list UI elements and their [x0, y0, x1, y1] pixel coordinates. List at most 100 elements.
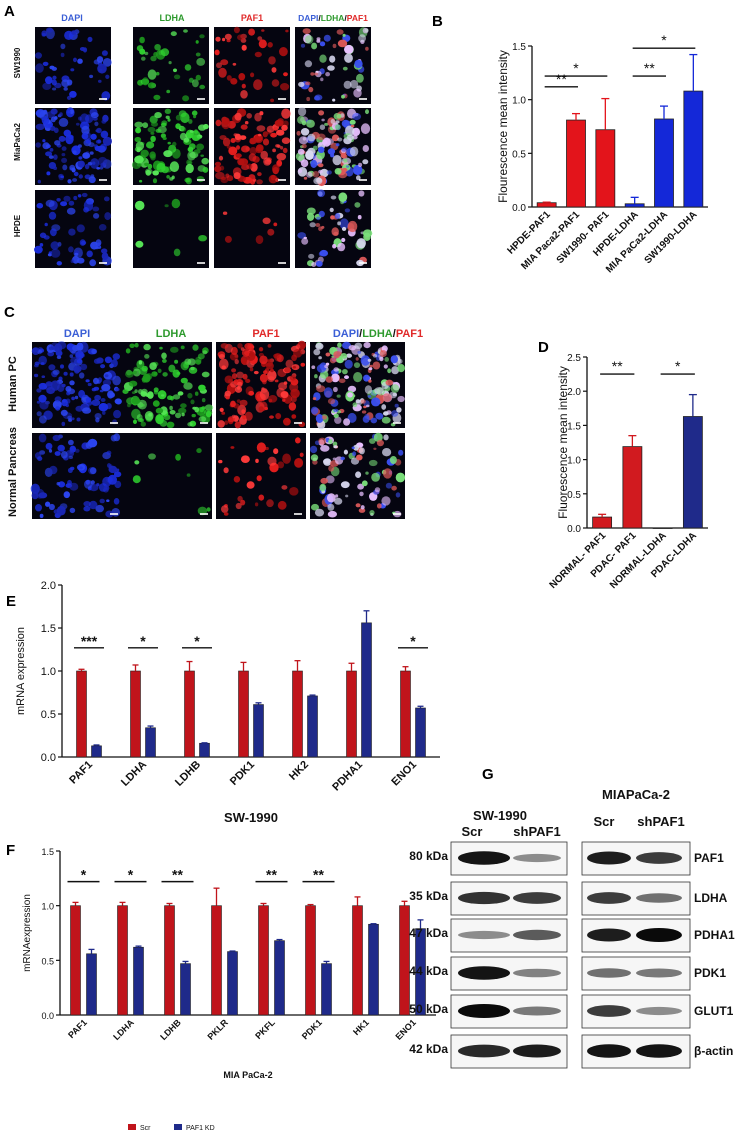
- panel-c-tile-r0-c3-cell: [364, 385, 372, 394]
- panel-c-tile-r1-c0-cell: [54, 451, 61, 456]
- legend-scr-label: Scr: [140, 1125, 151, 1132]
- panel-a-tile-r0-c0-cell: [73, 57, 77, 63]
- panel-a-tile-r2-c0-cell: [36, 202, 44, 209]
- panel-c-tile-r0-c1-cell: [128, 380, 138, 387]
- bar: [622, 446, 643, 529]
- panel-a-tile-r2-c0-cell: [101, 248, 108, 254]
- wb-band: [636, 893, 682, 903]
- panel-a-tile-r1-c1-cell: [192, 134, 201, 141]
- panel-c-tile-r0-c1-cell: [170, 346, 179, 353]
- panel-a-tile-r0-c3-cell: [343, 80, 352, 89]
- x-tick-label: SW1990- PAF1: [555, 209, 612, 266]
- panel-c-tile-r0-c3-cell: [370, 417, 378, 424]
- panel-a-tile-r1-c0-cell: [100, 130, 109, 139]
- panel-c-tile-r0-c3-cell: [367, 358, 372, 362]
- panel-a-tile-r1-c1-cell: [140, 149, 149, 158]
- panel-a-tile-r2-c3-cell: [334, 213, 341, 220]
- panel-c-tile-r0-c2-cell: [236, 371, 244, 379]
- panel-c-tile-r0-c3-cell: [313, 348, 321, 356]
- panel-c-tile-r1-c3-cell: [385, 482, 392, 489]
- panel-a-tile-r1-c1-cell: [151, 121, 158, 127]
- y-tick-label: 0.0: [41, 752, 56, 764]
- wb-band: [587, 892, 631, 904]
- panel-c-tile-r0-c1-cell: [190, 399, 195, 405]
- panel-a-tile-r0-c3-cell: [327, 65, 335, 71]
- panel-c-tile-r1-c0-cell: [49, 465, 58, 475]
- y-tick-label: 1.5: [41, 847, 54, 857]
- panel-c-tile-r1-c0-cell: [107, 474, 117, 485]
- bar: [70, 905, 81, 1016]
- panel-c-tile-r0-c3-cell: [361, 410, 367, 414]
- panel-c-tile-r0-c0-cell: [99, 389, 104, 393]
- panel-a-tile-r1-c0-cell: [90, 133, 97, 140]
- panel-c-tile-r0-c2-cell: [280, 391, 289, 399]
- panel-a-tile-r1-c1-cell: [150, 135, 156, 143]
- panel-c-tile-r1-c0-cell: [67, 467, 73, 473]
- panel-c-tile-r1-c0-cell: [110, 434, 117, 442]
- panel-c-tile-r1-c2-cell: [255, 458, 259, 463]
- bar: [180, 963, 191, 1016]
- legend-scr-swatch: [128, 1124, 136, 1130]
- y-tick-label: 0.5: [567, 490, 581, 501]
- panel-c-tile-r0-c1-cell: [161, 352, 167, 360]
- panel-a-tile-r0-c0-cell: [35, 52, 42, 59]
- panel-a-tile-r0-c2-cell: [271, 79, 280, 87]
- panel-b-letter: B: [432, 13, 443, 30]
- panel-c-tile-r0-c1-cell: [195, 359, 202, 365]
- panel-a-tile-r0-c2-cell: [267, 42, 273, 48]
- panel-a-tile-r1-c2-cell: [246, 113, 252, 119]
- panel-a-tile-r1-c3-cell: [317, 146, 325, 153]
- panel-c-tile-r0-c2-cell: [258, 346, 264, 352]
- panel-a-tile-r2-c0-cell: [70, 259, 75, 264]
- panel-a-tile-r0-c1-cell: [144, 51, 149, 56]
- panel-a-tile-r1-c0-cell: [90, 174, 95, 179]
- x-tick-label: ENO1: [389, 759, 419, 789]
- panel-c-tile-r0-c1-cell: [155, 407, 164, 414]
- panel-a-tile-r2-c0-scalebar: [99, 262, 107, 264]
- panel-a-tile-r1-c3-cell: [298, 168, 303, 174]
- panel-a-tile-r2-c2: [214, 190, 290, 268]
- panel-a-tile-r1-c2: [214, 108, 291, 185]
- panel-c-tile-r0-c1-cell: [166, 421, 175, 428]
- panel-c-tile-r0-c2-cell: [219, 407, 224, 412]
- panel-c-tile-r1-c2-cell: [258, 494, 265, 501]
- panel-a-tile-r2-c0-cell: [73, 195, 78, 201]
- panel-a-tile-r1-c3-cell: [307, 133, 316, 142]
- panel-a-tile-r1-c0-cell: [54, 116, 58, 120]
- wb-band: [587, 1044, 631, 1058]
- panel-c-tile-r1-c0-cell: [84, 479, 93, 489]
- panel-a-tile-r2-c0-cell: [39, 243, 44, 247]
- panel-a-tile-r0-c1-cell: [141, 56, 146, 61]
- sig-stars: **: [266, 867, 277, 883]
- panel-a-tile-r1-c2-cell: [262, 138, 270, 146]
- panel-a-tile-r1-c0-cell: [100, 143, 107, 152]
- panel-c-tile-r0-c3-cell: [362, 415, 370, 423]
- panel-c-tile-r0-c2-cell: [273, 353, 280, 359]
- panel-c-tile-r1-c3-cell: [343, 449, 348, 455]
- panel-c-tile-r1-c2-cell: [267, 456, 277, 466]
- panel-a-tile-r0-c3-cell: [319, 54, 327, 63]
- wb-band: [513, 929, 561, 941]
- panel-a-tile-r0-c0-cell: [35, 63, 44, 73]
- panel-a-tile-r1-c1-cell: [200, 154, 204, 157]
- panel-c-tile-r0-c1-cell: [140, 421, 146, 427]
- panel-a-tile-r0-c1-cell: [195, 52, 201, 57]
- panel-a-tile-r1-c0-cell: [69, 109, 74, 115]
- wb-marker-label: 44 kDa: [409, 964, 448, 978]
- wb-cellline-sw1990: SW-1990: [473, 808, 527, 823]
- panel-c-tile-r0-c3-cell: [379, 356, 384, 362]
- panel-c-tile-r0-c3-cell: [338, 378, 346, 384]
- panel-c-tile-r1-c2-cell: [282, 453, 291, 464]
- panel-c-tile-r0-c1-cell: [138, 360, 143, 365]
- panel-a-tile-r2-c0-cell: [92, 206, 100, 212]
- panel-c-tile-r0-c3-cell: [353, 372, 363, 383]
- panel-a-tile-r2-c0-cell: [68, 246, 74, 253]
- panel-a-tile-r1-c2-cell: [234, 112, 242, 121]
- panel-c-tile-r0-c1-cell: [191, 413, 196, 418]
- panel-c-tile-r0-c3-cell: [311, 365, 316, 370]
- wb-protein-label: PAF1: [694, 851, 724, 865]
- panel-a-tile-r0-c2-cell: [261, 29, 265, 32]
- panel-c-tile-r0-c0-cell: [41, 375, 46, 379]
- panel-c-tile-r0-c2-cell: [284, 367, 292, 373]
